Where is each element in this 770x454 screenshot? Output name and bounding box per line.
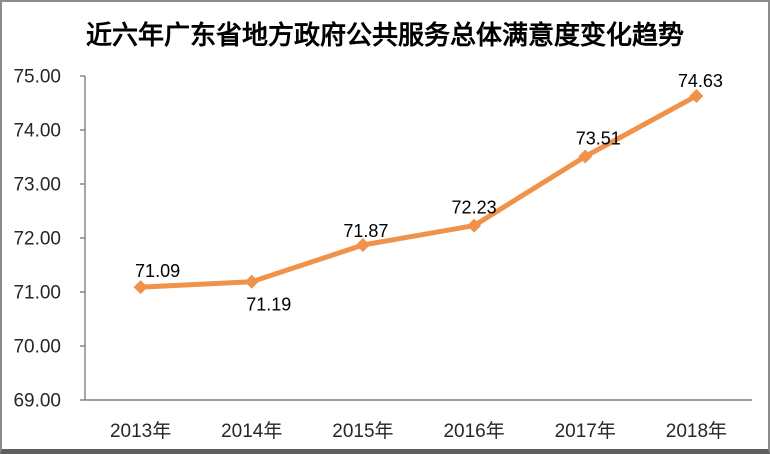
data-point-label: 71.87 — [343, 221, 388, 241]
x-axis-category-label: 2015年 — [332, 420, 393, 442]
data-point-label: 71.09 — [135, 261, 180, 281]
y-axis-tick-label: 69.00 — [13, 391, 61, 412]
chart-title: 近六年广东省地方政府公共服务总体满意度变化趋势 — [85, 21, 684, 50]
data-point-label: 74.63 — [678, 71, 723, 91]
x-axis-category-label: 2017年 — [555, 420, 616, 442]
x-axis-category-label: 2018年 — [666, 420, 727, 442]
y-axis-tick-label: 70.00 — [13, 337, 61, 358]
data-point-marker — [355, 238, 370, 253]
x-axis-category-label: 2016年 — [443, 420, 504, 442]
y-axis-tick-label: 74.00 — [13, 121, 61, 142]
x-axis-category-label: 2014年 — [221, 420, 282, 442]
data-point-label: 72.23 — [452, 198, 497, 218]
series-line — [138, 93, 699, 290]
y-axis-tick-label: 71.00 — [13, 283, 61, 304]
data-point-marker — [244, 274, 259, 289]
y-axis-tick-label: 72.00 — [13, 229, 61, 250]
data-point-marker — [578, 149, 593, 164]
data-point-marker — [689, 88, 704, 103]
data-point-label: 71.19 — [246, 295, 291, 315]
data-point-marker — [133, 280, 148, 295]
y-axis-tick-label: 75.00 — [13, 67, 61, 88]
x-axis-category-label: 2013年 — [110, 420, 171, 442]
data-point-marker — [467, 218, 482, 233]
data-point-label: 73.51 — [576, 128, 621, 148]
y-axis-tick-label: 73.00 — [13, 175, 61, 196]
